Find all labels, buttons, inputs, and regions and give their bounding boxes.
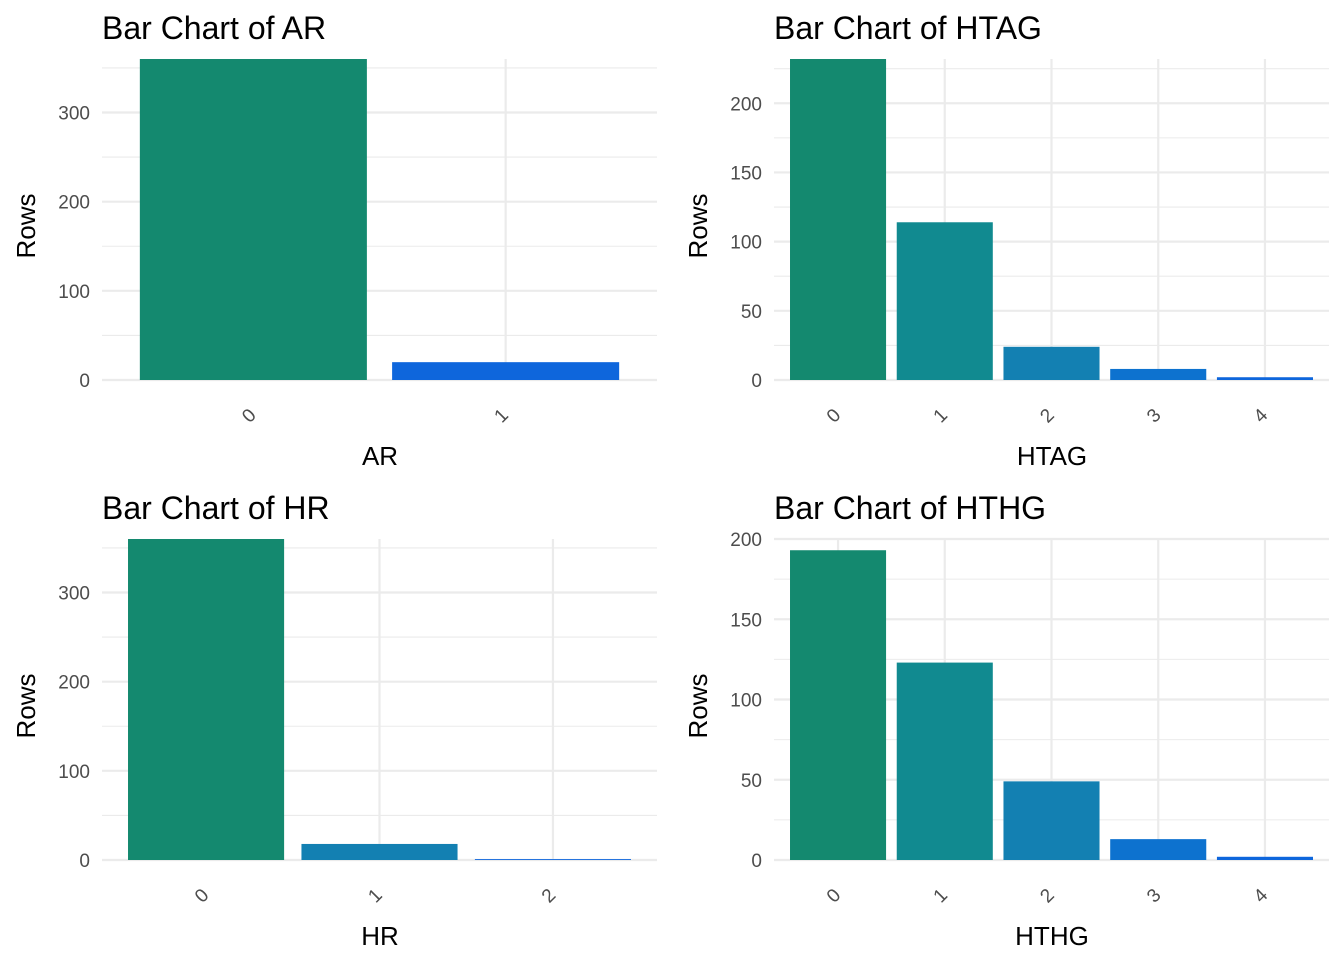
bar	[301, 843, 458, 860]
bars	[790, 59, 1313, 380]
bar	[896, 662, 993, 860]
x-axis-title: HTAG	[1017, 441, 1087, 471]
x-tick-label: 2	[538, 885, 560, 907]
x-tick-label: 1	[491, 405, 513, 427]
y-axis-title: Rows	[11, 673, 41, 738]
panel-htag: Bar Chart of HTAG Rows HTAG 050100150200…	[683, 10, 1329, 471]
x-tick-label: 4	[1250, 405, 1273, 428]
x-axis-title: AR	[362, 441, 398, 471]
bar	[790, 550, 887, 860]
bar	[896, 222, 993, 380]
x-axis-title: HR	[361, 921, 399, 951]
bar	[1110, 368, 1207, 380]
y-tick-labels: 0 50 100 150 200	[730, 530, 762, 872]
bars	[128, 539, 631, 860]
y-tick-label: 200	[58, 673, 90, 694]
chart-title: Bar Chart of AR	[102, 10, 326, 46]
y-tick-label: 100	[58, 282, 90, 303]
y-tick-label: 300	[58, 584, 90, 605]
x-tick-label: 1	[930, 885, 952, 907]
y-tick-label: 50	[741, 302, 762, 323]
panel-hr: Bar Chart of HR Rows HR 0 100 200 300 0 1 2	[11, 490, 657, 951]
y-tick-label: 150	[730, 163, 762, 184]
x-tick-label: 1	[364, 885, 386, 907]
y-tick-label: 200	[730, 94, 762, 115]
x-tick-label: 0	[191, 885, 213, 907]
x-tick-label: 2	[1036, 885, 1058, 907]
x-axis-title: HTHG	[1015, 921, 1089, 951]
bar	[1003, 781, 1100, 860]
x-tick-label: 3	[1143, 405, 1165, 427]
y-tick-label: 300	[58, 104, 90, 125]
y-tick-label: 0	[751, 851, 762, 872]
bar	[1216, 377, 1313, 380]
bar	[128, 539, 285, 860]
y-tick-label: 0	[79, 851, 90, 872]
y-tick-label: 0	[751, 371, 762, 392]
y-tick-labels: 0 100 200 300	[58, 104, 90, 393]
x-tick-label: 3	[1143, 885, 1165, 907]
y-tick-label: 50	[741, 771, 762, 792]
y-tick-label: 100	[730, 233, 762, 254]
x-tick-label: 0	[823, 885, 845, 907]
chart-title: Bar Chart of HTAG	[774, 10, 1042, 46]
x-tick-label: 1	[930, 405, 952, 427]
y-tick-label: 150	[730, 610, 762, 631]
chart-title: Bar Chart of HTHG	[774, 490, 1046, 526]
bar	[1110, 839, 1207, 860]
y-tick-label: 0	[79, 371, 90, 392]
y-tick-label: 100	[730, 691, 762, 712]
x-tick-labels: 0 1 2 3 4	[823, 885, 1273, 908]
chart-title: Bar Chart of HR	[102, 490, 330, 526]
y-axis-title: Rows	[683, 193, 713, 258]
bar	[790, 59, 887, 380]
x-tick-label: 2	[1036, 405, 1058, 427]
bar	[474, 859, 631, 860]
x-tick-labels: 0 1 2 3 4	[823, 405, 1273, 428]
bar	[1216, 856, 1313, 860]
x-tick-label: 0	[823, 405, 845, 427]
y-axis-title: Rows	[11, 193, 41, 258]
bar	[392, 362, 620, 380]
bar	[139, 59, 367, 380]
bars	[139, 59, 620, 380]
x-tick-labels: 0 1 2	[191, 885, 560, 907]
y-tick-label: 200	[730, 530, 762, 551]
bars	[790, 550, 1313, 860]
y-axis-title: Rows	[683, 673, 713, 738]
y-tick-labels: 0 50 100 150 200	[730, 94, 762, 392]
panel-hthg: Bar Chart of HTHG Rows HTHG 050100150200…	[683, 490, 1329, 951]
y-tick-labels: 0 100 200 300	[58, 584, 90, 873]
bar	[1003, 346, 1100, 380]
y-tick-label: 200	[58, 193, 90, 214]
x-tick-label: 0	[238, 405, 260, 427]
x-tick-label: 4	[1250, 885, 1273, 908]
y-tick-label: 100	[58, 762, 90, 783]
